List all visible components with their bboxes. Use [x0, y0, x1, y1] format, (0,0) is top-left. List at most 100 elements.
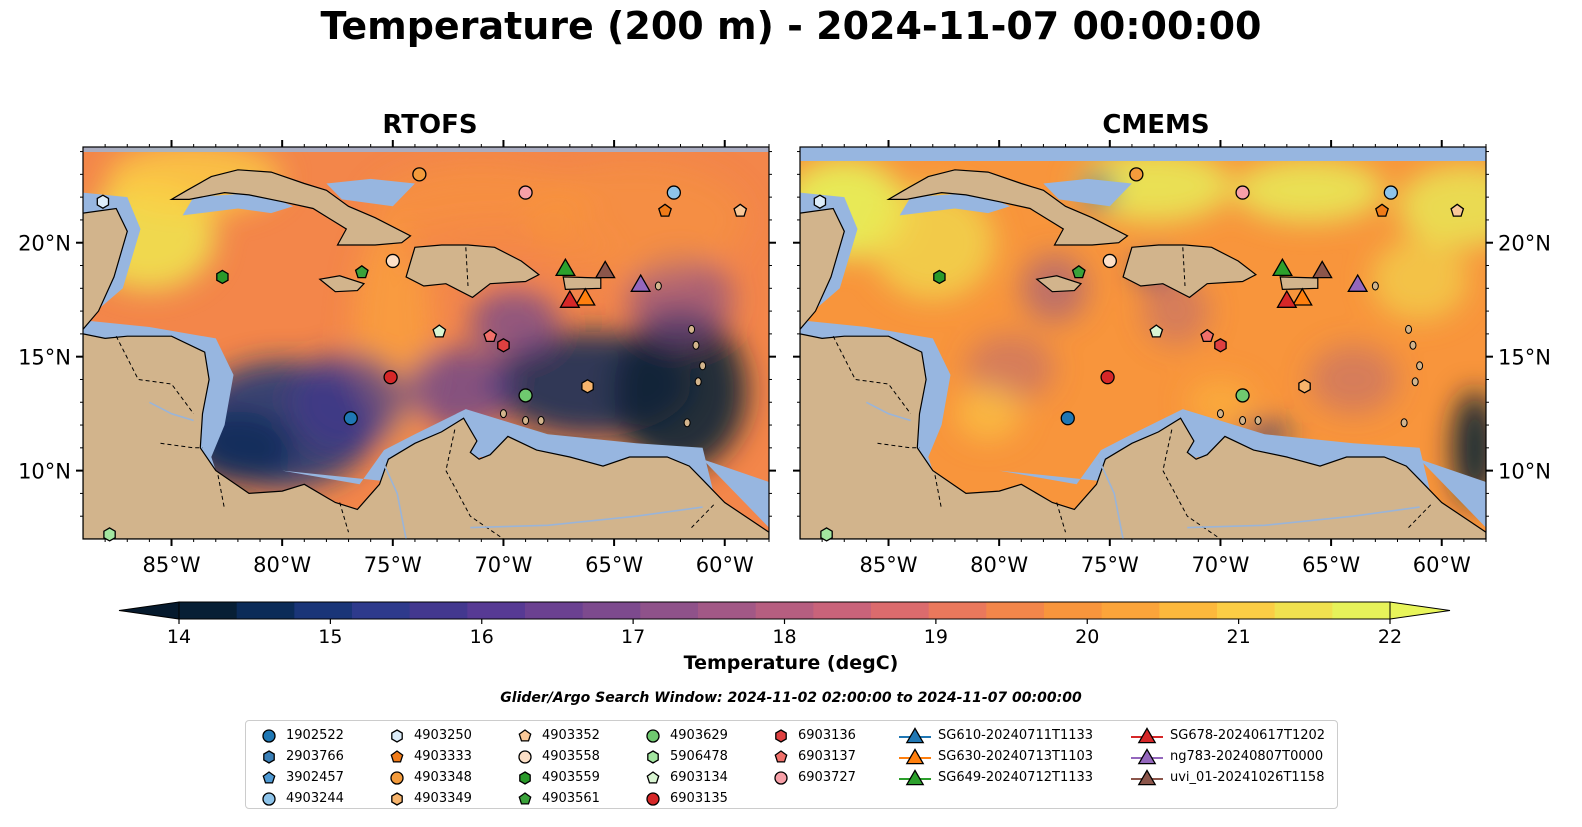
legend-label: 4903559: [542, 770, 600, 785]
colorbar-segment: [1274, 602, 1333, 619]
legend-symbol: [518, 728, 532, 742]
legend-item: SG678-20240617T1202: [1130, 725, 1325, 746]
map-marker: [483, 328, 498, 343]
lon-tick-label: 75°W: [364, 553, 422, 577]
colorbar-segment: [1159, 602, 1218, 619]
legend-triangle: [1137, 768, 1157, 785]
lon-tick-label: 85°W: [143, 553, 201, 577]
legend-marker: [262, 791, 276, 806]
legend-item: 4903348: [386, 767, 472, 788]
legend-item: 6903136: [770, 725, 856, 746]
legend-item: 4903244: [258, 788, 344, 809]
legend-marker: [1131, 768, 1163, 785]
legend-symbol: [774, 770, 788, 785]
legend-triangle: [905, 747, 925, 764]
legend-symbol: [390, 749, 404, 763]
legend-marker: [518, 791, 532, 805]
legend-label: 4903349: [414, 791, 472, 806]
colorbar-segment: [1217, 602, 1276, 619]
map-marker: [432, 324, 447, 338]
legend-marker: [647, 749, 659, 764]
lat-tick-label: 15°N: [18, 346, 71, 370]
legend-item: 1902522: [258, 725, 344, 746]
legend-label: SG630-20240713T1103: [938, 749, 1094, 764]
colorbar-tick-label: 18: [772, 626, 796, 648]
lon-tick-label: 65°W: [1302, 553, 1360, 577]
legend-symbol: [391, 728, 403, 743]
map-marker: [216, 269, 229, 285]
map-marker: [666, 185, 681, 200]
map-marker: [1276, 289, 1298, 308]
legend-item: SG649-20240712T1133: [898, 767, 1093, 788]
map-marker: [1291, 287, 1313, 306]
map-marker: [1235, 388, 1250, 403]
lon-tick-label: 80°W: [253, 553, 311, 577]
map-marker: [343, 411, 358, 426]
map-marker: [1347, 273, 1369, 292]
map-marker: [1383, 185, 1398, 200]
colorbar-tick-label: 19: [924, 626, 948, 648]
legend-marker: [519, 770, 531, 785]
lon-tick-label: 85°W: [860, 553, 918, 577]
colorbar-segment: [640, 602, 699, 619]
map-marker: [96, 194, 110, 209]
legend-item: 4903629: [642, 725, 728, 746]
map-marker: [581, 379, 594, 394]
legend-label: 6903134: [670, 770, 728, 785]
legend-label: SG610-20240711T1133: [938, 728, 1094, 743]
legend-marker: [390, 749, 404, 763]
colorbar-segment: [986, 602, 1045, 619]
colorbar-tick-label: 16: [470, 626, 494, 648]
map-marker: [497, 338, 510, 353]
legend-symbol: [646, 791, 660, 806]
map-marker: [354, 264, 369, 279]
map-marker: [733, 203, 748, 217]
lon-tick-label: 60°W: [696, 553, 754, 577]
legend-marker: [774, 749, 788, 763]
legend-symbol: [518, 791, 532, 805]
legend-marker: [262, 728, 276, 743]
map-marker: [1214, 338, 1227, 353]
legend-item: SG630-20240713T1103: [898, 746, 1093, 767]
colorbar-tick-label: 15: [318, 626, 342, 648]
legend-marker: [775, 728, 787, 743]
legend-label: SG649-20240712T1133: [938, 770, 1094, 785]
map-marker: [574, 287, 596, 306]
map-marker: [813, 194, 827, 209]
map-marker: [1450, 203, 1465, 217]
panel-title-rtofs: RTOFS: [382, 110, 478, 140]
legend-symbol: [263, 749, 275, 764]
map-marker: [1071, 264, 1086, 279]
legend-symbol: [647, 749, 659, 764]
legend-item: SG610-20240711T1133: [898, 725, 1093, 746]
colorbar-segment: [352, 602, 411, 619]
colorbar-segment: [755, 602, 814, 619]
lon-tick-label: 80°W: [970, 553, 1028, 577]
legend-marker: [262, 770, 276, 784]
legend-marker: [391, 791, 403, 806]
colorbar-segment: [1044, 602, 1103, 619]
legend-label: 6903136: [798, 728, 856, 743]
legend-item: 2903766: [258, 746, 344, 767]
legend-item: 4903561: [514, 788, 600, 809]
legend-marker: [646, 770, 660, 784]
colorbar-segment: [871, 602, 930, 619]
legend-marker: [899, 726, 931, 743]
legend-marker: [646, 791, 660, 806]
legend-marker: [646, 728, 660, 743]
map-marker: [412, 167, 427, 182]
map-markers-rtofs: [96, 167, 748, 542]
map-marker: [518, 388, 533, 403]
legend-triangle: [905, 726, 925, 743]
legend-label: 4903333: [414, 749, 472, 764]
legend: 1902522 2903766 3902457 4903244 4903250 49033…: [245, 720, 1338, 809]
colorbar-segment: [928, 602, 987, 619]
legend-item: 6903134: [642, 767, 728, 788]
map-marker: [1311, 260, 1333, 279]
legend-triangle: [905, 768, 925, 785]
legend-marker: [391, 728, 403, 743]
legend-marker: [390, 770, 404, 785]
legend-item: 6903135: [642, 788, 728, 809]
lat-tick-label: 20°N: [1498, 232, 1551, 256]
legend-label: 4903558: [542, 749, 600, 764]
